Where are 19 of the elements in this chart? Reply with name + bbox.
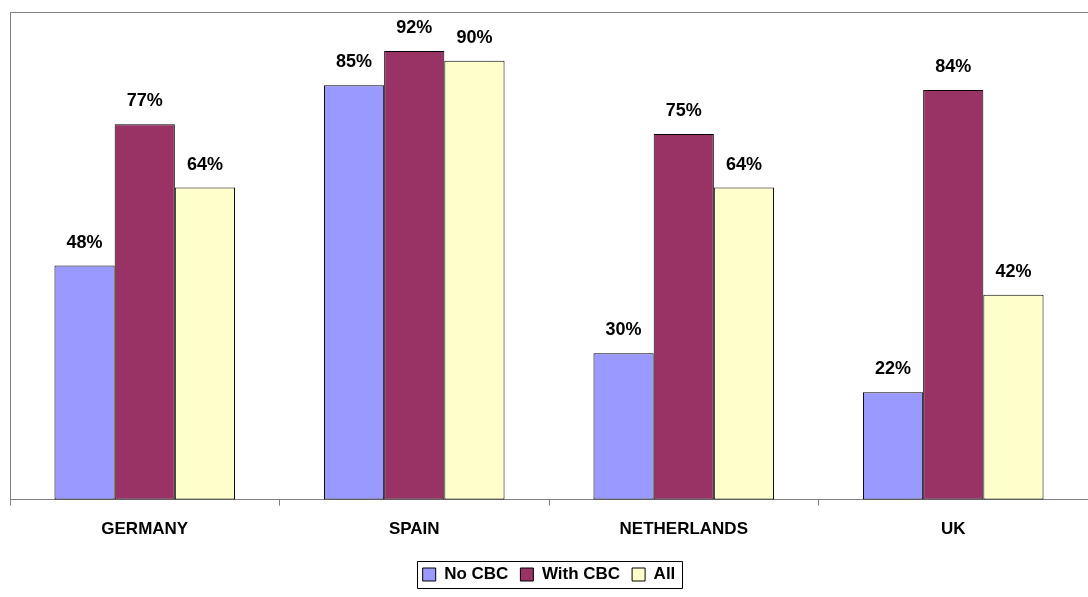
legend-label: All	[653, 564, 676, 584]
data-label: 92%	[396, 16, 433, 37]
data-label: 84%	[935, 55, 972, 76]
data-label: 77%	[126, 90, 163, 111]
x-tick-label: UK	[940, 519, 967, 539]
data-label: 64%	[725, 153, 762, 174]
data-label: 75%	[665, 99, 702, 120]
legend-label: No CBC	[444, 564, 509, 584]
data-label: 30%	[605, 319, 642, 340]
x-tick-label: GERMANY	[101, 519, 189, 539]
data-label: 48%	[66, 231, 103, 252]
x-tick-label: SPAIN	[388, 519, 440, 539]
data-label: 64%	[186, 153, 223, 174]
data-label: 42%	[995, 260, 1032, 281]
x-tick-label: NETHERLANDS	[619, 519, 748, 539]
data-label: 90%	[456, 26, 493, 47]
data-label: 22%	[875, 358, 912, 379]
legend-label: With CBC	[541, 564, 621, 584]
data-label: 85%	[336, 51, 373, 72]
